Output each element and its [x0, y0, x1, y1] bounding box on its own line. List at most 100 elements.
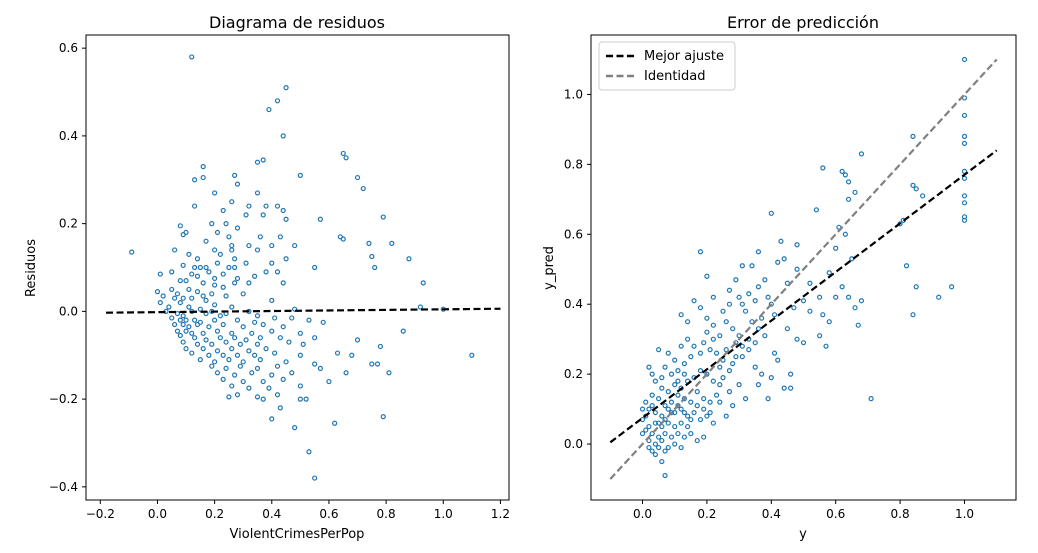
data-point: [257, 234, 263, 240]
data-point: [186, 324, 192, 330]
data-point: [317, 216, 323, 222]
data-point: [300, 341, 306, 347]
data-point: [380, 414, 386, 420]
data-point: [297, 330, 303, 336]
data-point: [697, 350, 704, 356]
data-point: [269, 260, 275, 266]
data-point: [186, 286, 192, 293]
data-point: [269, 242, 275, 249]
data-point: [704, 371, 710, 377]
data-point: [778, 238, 784, 244]
data-point: [826, 270, 832, 276]
data-point: [260, 378, 266, 385]
x-tick-label: 0.2: [697, 507, 716, 521]
data-point: [229, 346, 235, 352]
data-point: [662, 403, 668, 409]
data-point: [681, 396, 687, 402]
data-point: [297, 383, 303, 389]
data-point: [203, 297, 209, 304]
data-point: [243, 260, 249, 266]
data-point: [297, 352, 303, 358]
data-point: [189, 295, 195, 301]
data-point: [212, 247, 218, 253]
data-point: [366, 240, 372, 246]
data-point: [283, 216, 289, 222]
data-point: [643, 427, 649, 433]
data-point: [212, 275, 218, 282]
residuals-axes-frame: [85, 34, 510, 501]
data-point: [214, 260, 221, 266]
data-point: [720, 308, 726, 314]
data-point: [713, 350, 720, 356]
data-point: [354, 337, 361, 343]
data-point: [192, 203, 198, 209]
data-point: [260, 157, 266, 163]
data-point: [710, 420, 716, 426]
data-point: [317, 365, 323, 371]
data-point: [206, 269, 212, 275]
data-point: [649, 371, 655, 377]
x-tick-label: 0.0: [633, 507, 652, 521]
data-point: [662, 430, 668, 437]
data-point: [720, 375, 726, 381]
data-point: [380, 214, 386, 220]
data-point: [839, 168, 845, 174]
data-point: [214, 348, 221, 354]
data-point: [200, 174, 206, 181]
data-point: [234, 317, 241, 323]
data-point: [678, 406, 684, 412]
data-point: [469, 352, 475, 358]
x-tick-label: 0.4: [762, 507, 781, 521]
data-point: [649, 403, 655, 409]
data-point: [243, 212, 249, 218]
data-point: [707, 399, 713, 405]
y-tick-label: 0.0: [564, 437, 583, 451]
data-point: [652, 451, 658, 458]
data-point: [668, 409, 675, 416]
data-point: [232, 256, 238, 262]
x-tick-label: −0.2: [86, 507, 115, 521]
data-point: [180, 295, 186, 301]
data-point: [172, 247, 178, 253]
data-point: [768, 210, 774, 216]
data-point: [229, 304, 235, 310]
data-point: [232, 264, 238, 271]
data-point: [189, 271, 195, 277]
x-tick-label: 0.4: [262, 507, 281, 521]
data-point: [203, 238, 209, 244]
data-point: [807, 280, 813, 286]
data-point: [833, 245, 839, 251]
data-point: [730, 361, 736, 367]
data-point: [292, 242, 298, 249]
data-point: [254, 247, 261, 253]
data-point: [694, 403, 700, 409]
data-point: [212, 302, 218, 308]
legend-best-fit-label: Mejor ajuste: [644, 49, 724, 64]
y-tick-label: 0.2: [564, 367, 583, 381]
data-point: [272, 350, 278, 356]
data-point: [354, 174, 361, 181]
data-point: [263, 269, 269, 275]
data-point: [174, 328, 181, 334]
data-point: [200, 280, 206, 286]
data-point: [659, 375, 665, 381]
data-point: [220, 352, 226, 358]
residuals-y-ticks: −0.4 −0.2 0.0 0.2 0.4 0.6: [49, 41, 86, 494]
data-point: [229, 330, 235, 336]
data-point: [209, 221, 215, 227]
data-point: [842, 231, 848, 237]
data-point: [269, 416, 275, 422]
data-point: [283, 85, 289, 91]
data-point: [771, 350, 778, 356]
data-point: [252, 319, 258, 325]
data-point: [649, 430, 655, 437]
data-point: [659, 458, 665, 465]
y-tick-label: 0.0: [59, 304, 78, 318]
data-point: [858, 151, 865, 157]
data-point: [675, 403, 681, 409]
y-tick-label: 0.2: [59, 217, 78, 231]
data-point: [717, 399, 723, 405]
data-point: [246, 203, 252, 209]
data-point: [194, 321, 201, 328]
data-point: [234, 225, 241, 231]
